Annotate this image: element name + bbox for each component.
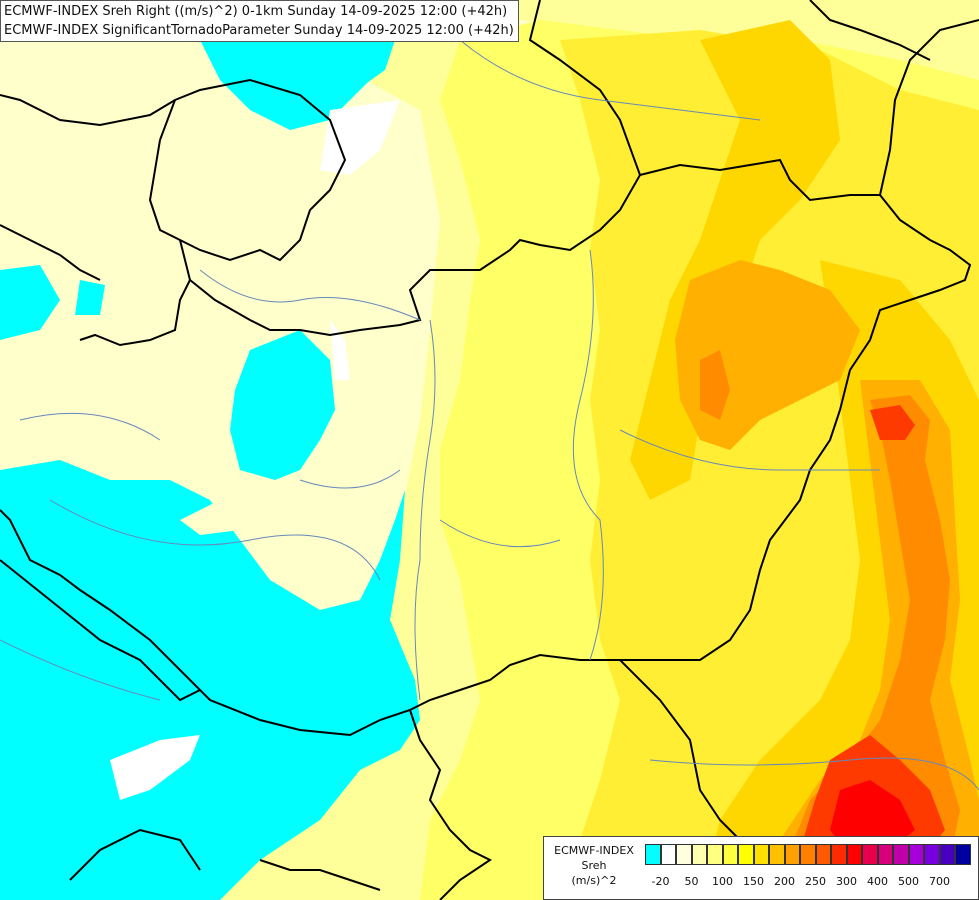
title-line-2: ECMWF-INDEX SignificantTornadoParameter … (4, 23, 514, 38)
legend-ticks: -20 50 100 150 200 250 300 400 500 700 (645, 875, 975, 891)
legend-swatch (815, 844, 831, 865)
legend-swatch (676, 844, 692, 865)
red-core-southeast (870, 405, 915, 440)
white-patch-south (110, 735, 200, 800)
legend-swatch (955, 844, 971, 865)
legend-unit: (m/s)^2 (571, 874, 617, 887)
legend-tick-label: -20 (651, 875, 670, 888)
legend-swatch (831, 844, 847, 865)
legend-tick-label: 50 (684, 875, 699, 888)
legend-tick-label: 500 (898, 875, 919, 888)
legend-swatch (660, 844, 676, 865)
legend-swatch (924, 844, 940, 865)
title-line-1: ECMWF-INDEX Sreh Right ((m/s)^2) 0-1km S… (4, 4, 508, 19)
rivers (0, 39, 979, 791)
legend-swatch (722, 844, 738, 865)
deeporange-core-east (790, 395, 960, 880)
legend-swatch (738, 844, 754, 865)
legend-swatch (769, 844, 785, 865)
legend-swatch (753, 844, 769, 865)
legend-swatch (784, 844, 800, 865)
legend-tick-label: 100 (712, 875, 733, 888)
legend-swatch (800, 844, 816, 865)
legend-variable: Sreh (581, 859, 607, 872)
map-title-box: ECMWF-INDEX Sreh Right ((m/s)^2) 0-1km S… (0, 0, 519, 42)
cyan-region-northeast (300, 40, 395, 95)
cyan-region-center (230, 330, 335, 480)
cyan-region-west-small2 (75, 280, 105, 315)
legend-swatch (939, 844, 955, 865)
legend-tick-label: 400 (867, 875, 888, 888)
legend-title: ECMWF-INDEX (554, 844, 634, 857)
legend-swatch (707, 844, 723, 865)
legend-swatch (862, 844, 878, 865)
legend-tick-label: 150 (743, 875, 764, 888)
legend-swatch (908, 844, 924, 865)
cyan-region-south (0, 460, 420, 900)
legend-tick-label: 700 (929, 875, 950, 888)
cyan-region-west-small (0, 265, 60, 340)
legend-swatch (877, 844, 893, 865)
legend-swatch (645, 844, 661, 865)
legend-swatches (645, 844, 971, 865)
legend-label: ECMWF-INDEX Sreh (m/s)^2 (544, 843, 644, 888)
white-patch-center (320, 100, 400, 175)
color-legend: ECMWF-INDEX Sreh (m/s)^2 -20 50 100 150 200 2… (543, 836, 979, 900)
legend-swatch (893, 844, 909, 865)
orange-blob-east (700, 350, 730, 420)
pale-patch-in-cyan (180, 495, 280, 535)
legend-tick-label: 300 (836, 875, 857, 888)
legend-swatch (691, 844, 707, 865)
legend-tick-label: 200 (774, 875, 795, 888)
legend-swatch (846, 844, 862, 865)
legend-tick-label: 250 (805, 875, 826, 888)
